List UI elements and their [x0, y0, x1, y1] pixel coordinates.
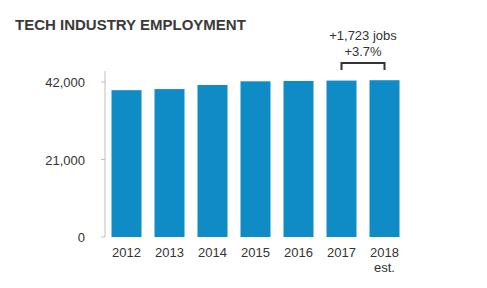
- annotation: +3.7%: [344, 44, 382, 59]
- y-tick: [101, 159, 105, 160]
- page: {"chart_data": {"type": "bar", "title": …: [0, 0, 487, 288]
- y-tick-label: 42,000: [45, 75, 85, 90]
- y-tick: [101, 82, 105, 83]
- bar: [327, 81, 357, 237]
- y-tick: [101, 237, 105, 238]
- x-tick-label: 2012: [112, 245, 141, 260]
- chart-svg: TECH INDUSTRY EMPLOYMENT 0 21,000 42,000 201…: [0, 0, 487, 288]
- x-tick-label-line: 2012: [112, 245, 141, 260]
- x-tick-label: 2018est.: [370, 245, 399, 275]
- annotation: +1,723 jobs: [329, 28, 397, 43]
- bar: [198, 85, 228, 237]
- x-tick-label: 2013: [155, 245, 184, 260]
- x-tick-label-line: 2013: [155, 245, 184, 260]
- title: TECH INDUSTRY EMPLOYMENT: [15, 16, 246, 33]
- y-tick-label: 0: [78, 230, 85, 245]
- x-tick-label: 2015: [241, 245, 270, 260]
- bar: [370, 80, 400, 237]
- x-tick-label-line: 2015: [241, 245, 270, 260]
- y-axis-line: [105, 71, 106, 237]
- x-tick-label-line: 2018: [370, 245, 399, 260]
- bar: [155, 89, 185, 237]
- annotation-bracket: [342, 63, 385, 70]
- x-tick-label: 2014: [198, 245, 227, 260]
- x-tick-label-line: 2016: [284, 245, 313, 260]
- y-tick-label: 21,000: [45, 153, 85, 168]
- x-tick-label-line: est.: [374, 260, 395, 275]
- x-tick-label-line: 2017: [327, 245, 356, 260]
- x-tick-label: 2016: [284, 245, 313, 260]
- bar: [241, 81, 271, 237]
- bar: [284, 81, 314, 237]
- x-tick-label-line: 2014: [198, 245, 227, 260]
- bars: [112, 80, 400, 237]
- x-tick-label: 2017: [327, 245, 356, 260]
- bar: [112, 90, 142, 237]
- chart-container: TECH INDUSTRY EMPLOYMENT 0 21,000 42,000 201…: [0, 0, 487, 288]
